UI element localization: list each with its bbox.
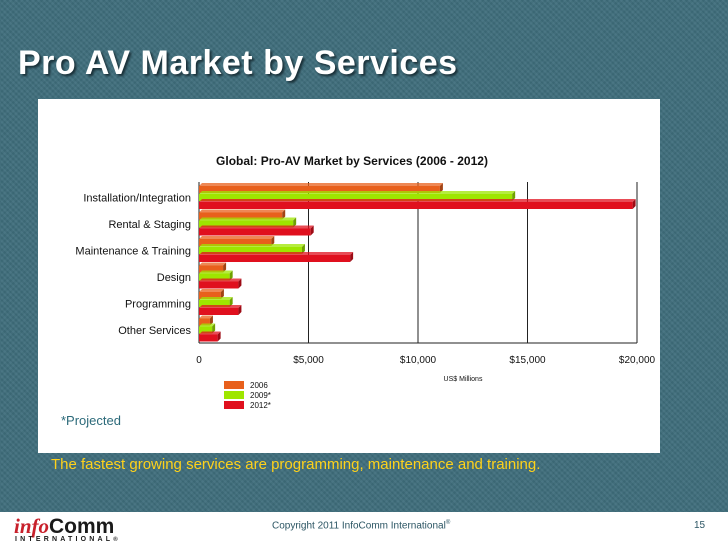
chart-title: Global: Pro-AV Market by Services (2006 …	[216, 154, 488, 168]
bar-end-face	[350, 252, 354, 262]
bar-2009-4	[199, 300, 230, 307]
bar-2006-5	[199, 318, 210, 326]
x-tick-label: 0	[196, 355, 202, 366]
bar-end-face	[512, 191, 516, 201]
bar-end-face	[439, 183, 443, 193]
bar-2012-3	[199, 281, 239, 289]
category-label: Other Services	[118, 325, 191, 337]
bar-2012-2	[199, 255, 351, 262]
x-tick-label: $15,000	[509, 355, 546, 366]
legend-label: 2006	[250, 381, 268, 390]
bar-end-face	[229, 270, 233, 281]
bar-end-face	[238, 305, 242, 315]
logo-text-international: INTERNATIONAL	[15, 536, 114, 543]
bar-end-face	[212, 323, 216, 334]
category-label: Design	[157, 272, 191, 284]
bar-end-face	[282, 209, 286, 220]
bar-top-face	[199, 199, 636, 202]
bar-2009-3	[199, 273, 230, 281]
bar-2006-2	[199, 239, 272, 246]
bar-end-face	[229, 297, 233, 307]
category-label: Maintenance & Training	[75, 245, 191, 257]
bar-end-face	[293, 217, 297, 228]
bar-end-face	[209, 315, 213, 326]
legend-swatch	[224, 401, 244, 409]
logo-registered-mark: ®	[113, 537, 118, 543]
bar-end-face	[310, 225, 314, 236]
bar-top-face	[199, 262, 227, 266]
bar-top-face	[199, 183, 443, 186]
page-number: 15	[694, 520, 706, 531]
slide-title: Pro AV Market by Services	[18, 44, 458, 82]
bar-end-face	[271, 236, 275, 246]
bar-2009-5	[199, 326, 213, 334]
bar-end-face	[301, 244, 305, 254]
bar-top-face	[199, 236, 275, 239]
bar-2006-4	[199, 292, 221, 299]
category-label: Rental & Staging	[108, 219, 191, 231]
legend-label: 2012*	[250, 401, 271, 410]
bar-top-face	[199, 305, 242, 308]
legend-label: 2009*	[250, 391, 271, 400]
logo-text-comm: Comm	[49, 515, 115, 538]
bar-2006-3	[199, 265, 224, 273]
bar-2012-0	[199, 202, 633, 209]
bar-2006-1	[199, 212, 283, 220]
bar-top-face	[199, 323, 216, 327]
legend-swatch	[224, 381, 244, 389]
bar-2012-5	[199, 334, 218, 342]
bar-end-face	[632, 199, 636, 209]
bar-top-face	[199, 331, 221, 335]
bar-2012-4	[199, 308, 239, 315]
bar-top-face	[199, 289, 224, 292]
category-label: Programming	[125, 298, 191, 310]
copyright-label: Copyright 2011 InfoComm International	[272, 520, 446, 532]
bar-top-face	[199, 209, 286, 213]
projected-note: *Projected	[61, 413, 121, 428]
x-axis-label: US$ Millions	[444, 376, 483, 383]
x-tick-label: $10,000	[400, 355, 437, 366]
chart-panel: Global: Pro-AV Market by Services (2006 …	[38, 99, 660, 453]
infocomm-logo: infoComm INTERNATIONAL®	[14, 516, 134, 544]
bar-end-face	[238, 278, 242, 289]
bar-2009-1	[199, 220, 294, 228]
bar-2009-2	[199, 247, 302, 254]
x-tick-label: $5,000	[293, 355, 324, 366]
bar-top-face	[199, 244, 305, 247]
logo-text-info: info	[14, 514, 50, 538]
bar-top-face	[199, 315, 213, 319]
bar-top-face	[199, 278, 242, 282]
bar-end-face	[223, 262, 227, 273]
bar-top-face	[199, 191, 516, 194]
bar-top-face	[199, 270, 233, 274]
bar-top-face	[199, 297, 233, 300]
market-bar-chart: Global: Pro-AV Market by Services (2006 …	[75, 154, 656, 410]
bar-2006-0	[199, 186, 440, 193]
slide-caption: The fastest growing services are program…	[51, 456, 541, 473]
bar-top-face	[199, 225, 314, 229]
bar-top-face	[199, 252, 354, 255]
bar-2009-0	[199, 194, 513, 201]
footer-bar: infoComm INTERNATIONAL®	[0, 512, 728, 546]
bar-2012-1	[199, 228, 311, 236]
bar-end-face	[217, 331, 221, 342]
bar-end-face	[220, 289, 224, 299]
category-label: Installation/Integration	[83, 192, 191, 204]
copyright-text: Copyright 2011 InfoComm International®	[272, 520, 450, 531]
legend-swatch	[224, 391, 244, 399]
x-tick-label: $20,000	[619, 355, 656, 366]
bar-top-face	[199, 217, 297, 221]
copyright-registered-mark: ®	[445, 520, 451, 526]
